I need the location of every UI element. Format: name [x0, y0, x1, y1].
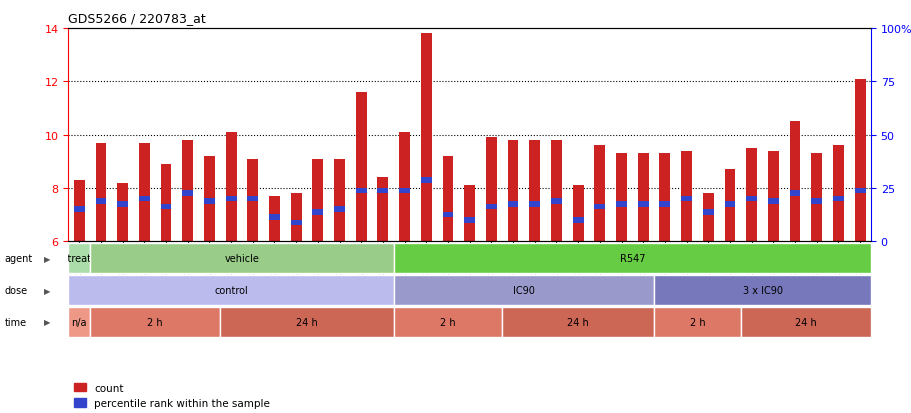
Bar [723, 202, 734, 207]
Bar [550, 199, 561, 205]
Text: ▶: ▶ [44, 254, 50, 263]
Bar [681, 151, 691, 242]
Legend: count, percentile rank within the sample: count, percentile rank within the sample [74, 383, 270, 408]
Bar [442, 212, 453, 218]
Bar [160, 204, 171, 210]
Bar [291, 194, 302, 242]
Text: ▶: ▶ [44, 318, 50, 327]
Bar [811, 154, 821, 242]
Bar [528, 140, 539, 242]
Bar [745, 149, 756, 242]
Bar [312, 209, 322, 215]
Bar [74, 207, 85, 213]
Bar [160, 164, 171, 242]
Text: 24 h: 24 h [567, 317, 589, 327]
Bar [854, 188, 865, 194]
Bar [659, 154, 670, 242]
Bar [204, 157, 215, 242]
Bar [616, 202, 626, 207]
Bar [74, 180, 85, 242]
Bar [355, 188, 366, 194]
Text: 3 x IC90: 3 x IC90 [742, 285, 782, 295]
Text: dose: dose [5, 285, 27, 295]
Bar [486, 204, 496, 210]
Bar [247, 196, 258, 202]
Text: control: control [214, 285, 248, 295]
Text: R547: R547 [619, 254, 644, 263]
Bar [789, 191, 800, 197]
Bar [420, 178, 431, 183]
Bar [486, 138, 496, 242]
Bar [572, 186, 583, 242]
Bar [507, 202, 518, 207]
Text: time: time [5, 317, 26, 327]
Bar [399, 188, 410, 194]
Bar [637, 154, 648, 242]
Bar [464, 217, 475, 223]
Bar [377, 178, 388, 242]
Bar [204, 199, 215, 205]
Bar [659, 202, 670, 207]
Bar [269, 215, 280, 221]
Text: 24 h: 24 h [296, 317, 318, 327]
Text: untreated: untreated [56, 254, 103, 263]
Bar [333, 207, 344, 213]
Bar [811, 199, 821, 205]
Text: IC90: IC90 [512, 285, 534, 295]
Bar [594, 146, 605, 242]
Bar [745, 196, 756, 202]
Text: 2 h: 2 h [440, 317, 456, 327]
Bar [247, 159, 258, 242]
Bar [616, 154, 626, 242]
Text: 2 h: 2 h [689, 317, 704, 327]
Text: GDS5266 / 220783_at: GDS5266 / 220783_at [68, 12, 206, 25]
Bar [832, 146, 843, 242]
Bar [377, 188, 388, 194]
Bar [96, 143, 107, 242]
Bar [789, 122, 800, 242]
Bar [681, 196, 691, 202]
Bar [96, 199, 107, 205]
Bar [138, 143, 149, 242]
Bar [464, 186, 475, 242]
Bar [637, 202, 648, 207]
Bar [702, 194, 713, 242]
Bar [312, 159, 322, 242]
Bar [854, 79, 865, 242]
Bar [118, 202, 128, 207]
Bar [118, 183, 128, 242]
Bar [182, 191, 193, 197]
Bar [832, 196, 843, 202]
Bar [507, 140, 518, 242]
Bar [767, 199, 778, 205]
Bar [182, 140, 193, 242]
Bar [399, 133, 410, 242]
Bar [767, 151, 778, 242]
Bar [269, 197, 280, 242]
Bar [420, 34, 431, 242]
Bar [550, 140, 561, 242]
Text: 24 h: 24 h [794, 317, 816, 327]
Bar [723, 170, 734, 242]
Bar [225, 196, 236, 202]
Text: vehicle: vehicle [224, 254, 259, 263]
Text: n/a: n/a [71, 317, 87, 327]
Text: agent: agent [5, 254, 33, 263]
Bar [442, 157, 453, 242]
Text: 2 h: 2 h [148, 317, 163, 327]
Bar [355, 93, 366, 242]
Bar [291, 220, 302, 226]
Text: ▶: ▶ [44, 286, 50, 295]
Bar [333, 159, 344, 242]
Bar [594, 204, 605, 210]
Bar [528, 202, 539, 207]
Bar [702, 209, 713, 215]
Bar [572, 217, 583, 223]
Bar [138, 196, 149, 202]
Bar [225, 133, 236, 242]
